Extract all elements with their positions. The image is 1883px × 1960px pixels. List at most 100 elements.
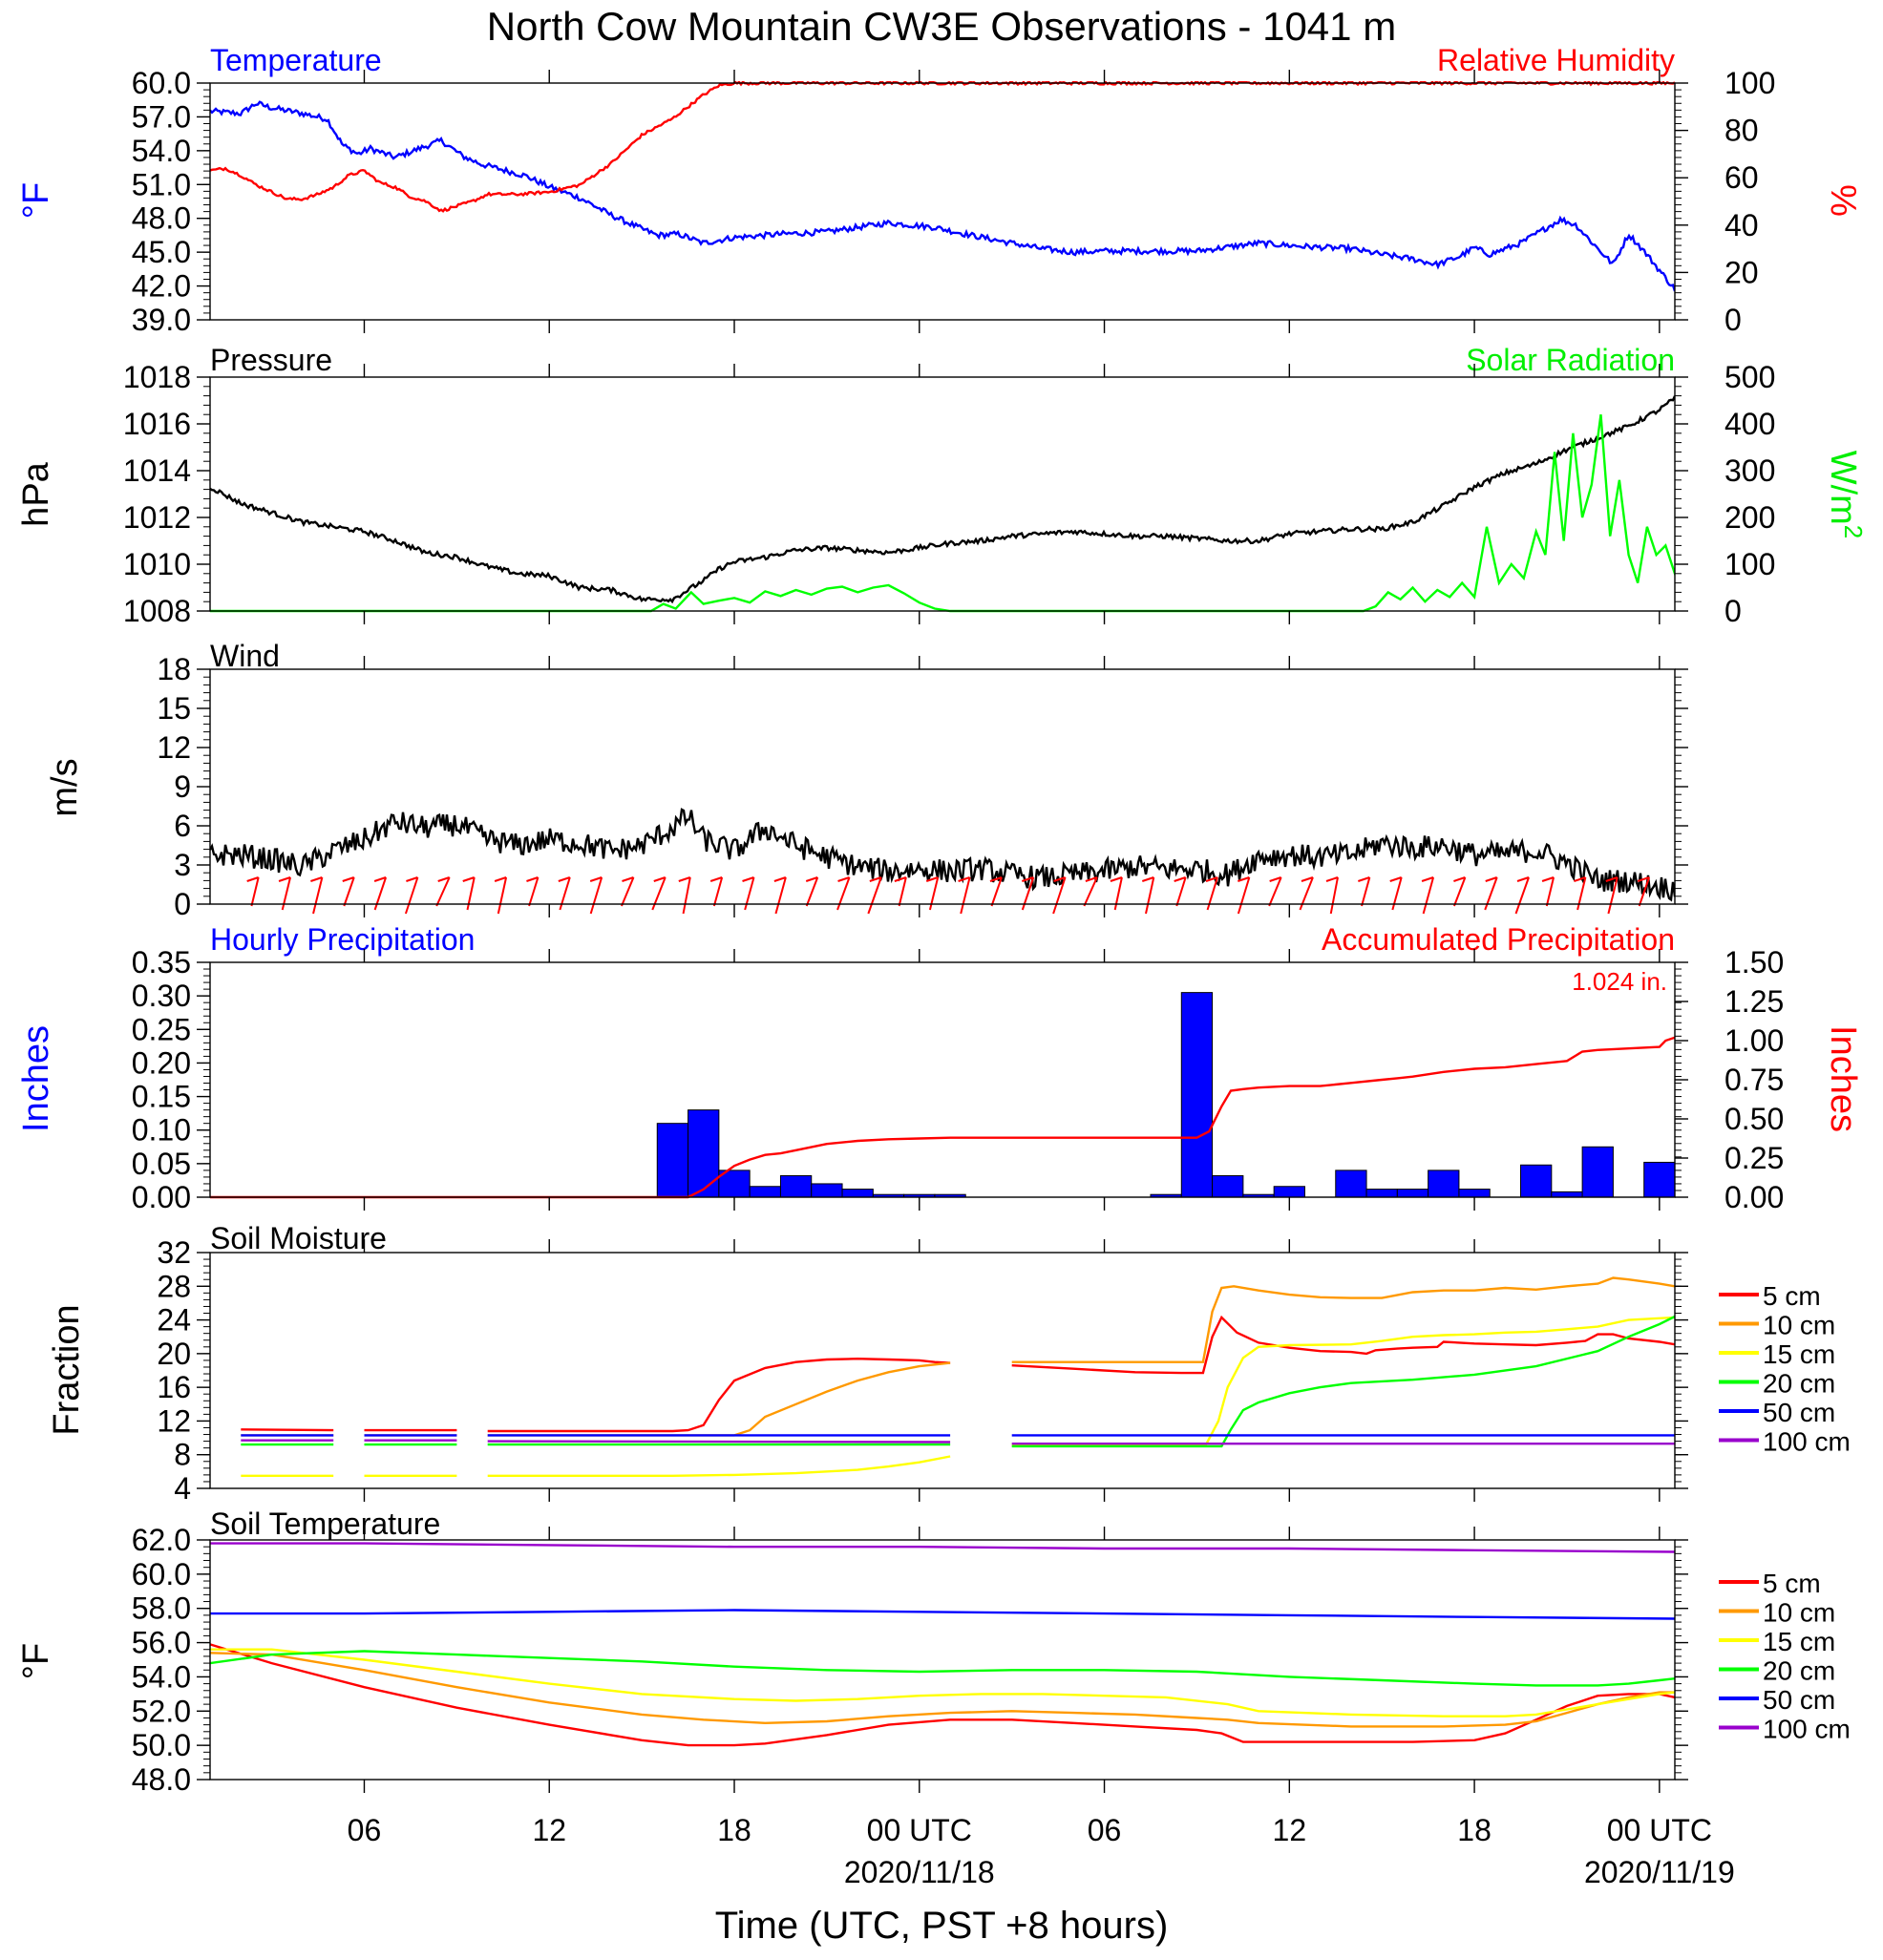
wind-barb (1175, 876, 1187, 907)
wind-barb-flag (1453, 876, 1466, 882)
y-tick-label-right: 300 (1724, 453, 1775, 488)
wind-barb (682, 876, 691, 915)
series-1-line (1011, 1276, 1675, 1363)
legend-label: 5 cm (1763, 1569, 1821, 1598)
panel-3-frame (209, 961, 1676, 1198)
y-tick-label: 8 (174, 1438, 191, 1472)
wind-barb-flag (989, 876, 1003, 882)
y-tick-label: 15 (157, 691, 191, 726)
precip-bar (1581, 1146, 1614, 1198)
series-0-line (210, 808, 1675, 902)
y-tick-label-right: 0 (1724, 303, 1742, 337)
panel-pressure-solar: Pressure Solar Radiation hPa W/m2 (16, 343, 1868, 538)
x-tick-label: 00 UTC (1607, 1813, 1712, 1847)
y-tick-label: 1008 (123, 594, 191, 628)
wind-barb-flag (526, 876, 539, 882)
legend-label: 100 cm (1763, 1427, 1851, 1457)
y-tick-label-right: 0.50 (1724, 1102, 1784, 1136)
accum-precip-total: 1.024 in. (1572, 967, 1667, 996)
wind-barb (960, 876, 971, 915)
series-3-line (210, 1650, 1675, 1687)
pressure-axis-label: hPa (16, 461, 56, 526)
x-tick-label: 18 (1457, 1813, 1492, 1847)
y-tick-label: 54.0 (132, 1659, 191, 1694)
solar-axis-unit: W/m (1823, 451, 1863, 525)
y-tick-label: 48.0 (132, 201, 191, 236)
precip-bar (1273, 1186, 1305, 1198)
wind-barb (1638, 876, 1651, 907)
y-tick-label: 0.10 (132, 1113, 191, 1148)
series-0-line (210, 1643, 1675, 1747)
y-tick-label: 0.30 (132, 979, 191, 1013)
wind-barb-flag (773, 876, 787, 882)
wind-barb (250, 876, 260, 907)
series-0-line (210, 1036, 1675, 1199)
soil-moisture-axis-label: Fraction (47, 1304, 87, 1435)
wind-barb-flag (1485, 876, 1498, 882)
y-tick-label: 39.0 (132, 303, 191, 337)
wind-barb (1361, 876, 1371, 907)
legend-label: 5 cm (1763, 1281, 1821, 1311)
wind-barb (589, 876, 603, 915)
wind-barb-flag (869, 876, 882, 882)
series-0-line (210, 100, 1675, 292)
y-tick-label: 60.0 (132, 1557, 191, 1591)
pressure-panel-title: Pressure (210, 343, 332, 377)
wind-barb-flag (742, 876, 754, 882)
y-tick-label: 60.0 (132, 66, 191, 100)
wind-barb (559, 876, 571, 911)
wind-barb-flag (1389, 876, 1403, 882)
panel-1-marks: 1008 1010 1012 1014 1016 1018 0 100 200 300 400 500 (123, 360, 1776, 628)
wind-barb-flag (1637, 876, 1650, 882)
wind-barb-flag (709, 876, 723, 882)
y-tick-label: 57.0 (132, 99, 191, 134)
y-tick-label-right: 1.50 (1724, 945, 1784, 980)
wind-barb (1607, 876, 1619, 915)
y-tick-label-right: 1.25 (1724, 984, 1784, 1019)
wind-barb-flag (558, 876, 571, 882)
precip-bar (811, 1183, 843, 1198)
legend-label: 20 cm (1763, 1656, 1835, 1686)
wind-barb-flag (837, 876, 850, 882)
accum-precip-axis-label: Inches (1823, 1025, 1863, 1132)
y-tick-label: 0.35 (132, 945, 191, 980)
wind-barb-flag (1421, 876, 1434, 882)
y-tick-label: 12 (157, 730, 191, 765)
x-tick-label: 12 (1273, 1813, 1307, 1847)
wind-barb (373, 876, 388, 911)
wind-barb (1484, 876, 1498, 911)
y-tick-label: 24 (157, 1303, 191, 1338)
y-tick-label-right: 80 (1724, 114, 1759, 148)
y-tick-label: 1014 (123, 453, 191, 488)
legend-label: 50 cm (1763, 1398, 1835, 1427)
wind-barb-flag (805, 876, 818, 882)
wind-barb-flag (678, 876, 691, 882)
wind-barb (651, 876, 666, 911)
panel-precipitation: Hourly Precipitation Accumulated Precipi… (16, 922, 1863, 1132)
x-tick-label: 12 (532, 1813, 566, 1847)
wind-barb-flag (1141, 876, 1154, 882)
precip-bar (749, 1186, 781, 1198)
wind-barb (1237, 876, 1251, 915)
y-tick-label: 32 (157, 1235, 191, 1270)
y-tick-label-right: 0 (1724, 594, 1742, 628)
y-tick-label: 1012 (123, 500, 191, 535)
wind-barb-flag (1205, 876, 1218, 882)
panel-soil-temperature: Soil Temperature °F (16, 1507, 440, 1679)
soil-moisture-title: Soil Moisture (210, 1221, 387, 1255)
panel-4-frame (209, 1252, 1676, 1489)
wind-barb-flag (894, 876, 907, 882)
y-tick-label: 12 (157, 1403, 191, 1438)
x-tick-label: 06 (348, 1813, 382, 1847)
wind-barb (744, 876, 755, 911)
panel-soil-moisture: Soil Moisture Fraction (47, 1221, 387, 1436)
wind-barb (1113, 876, 1123, 911)
wind-barb-flag (1605, 876, 1619, 882)
wind-barb (281, 876, 291, 911)
y-tick-label-right: 400 (1724, 407, 1775, 441)
wind-barb (1391, 876, 1403, 911)
y-tick-label-right: 0.00 (1724, 1180, 1784, 1214)
y-tick-label: 28 (157, 1269, 191, 1303)
y-tick-label: 0.05 (132, 1147, 191, 1181)
